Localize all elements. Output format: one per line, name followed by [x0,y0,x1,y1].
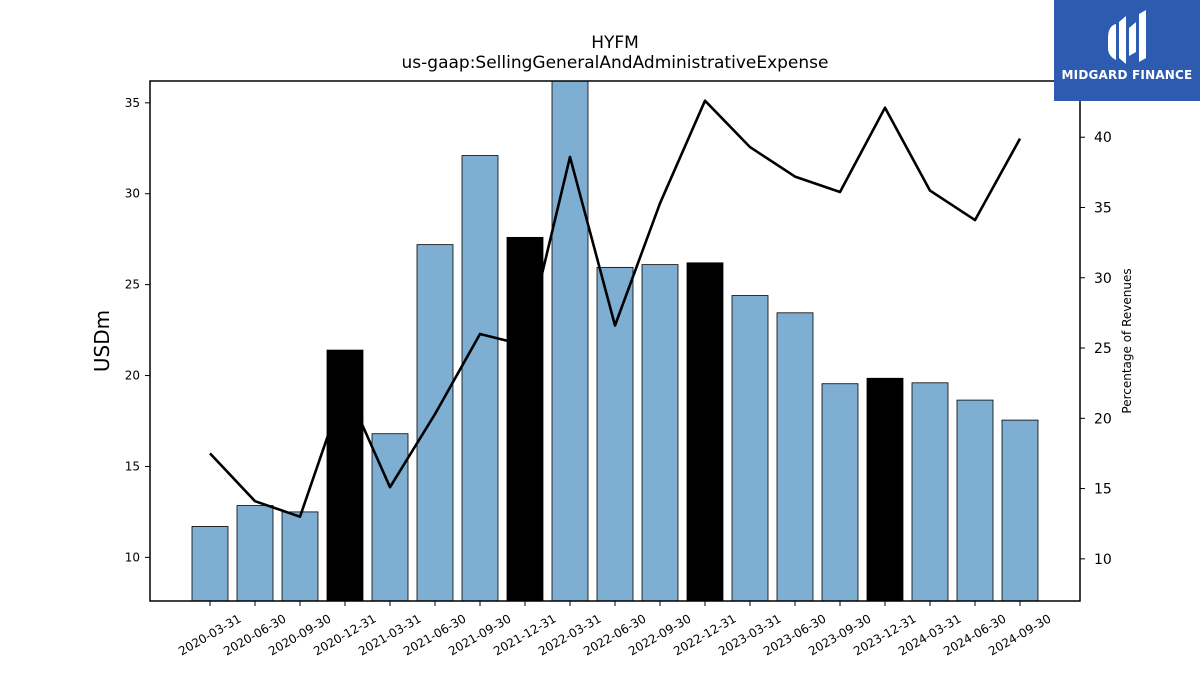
brand-logo: MIDGARD FINANCE [1054,0,1200,101]
y2-tick-label: 20 [1094,411,1112,427]
bar [281,511,319,602]
bar [911,382,949,602]
logo-text: MIDGARD FINANCE [1061,68,1193,82]
bar [776,312,814,602]
bar [956,399,994,602]
y2-tick-label: 40 [1094,130,1112,146]
y2-tick-label: 15 [1094,482,1112,498]
y-tick-label: 15 [125,459,140,473]
y-axis-right: 10 15 20 25 30 35 40 [1080,130,1112,568]
bar [326,349,364,602]
bar-series [191,80,1039,602]
series-line [209,99,1022,519]
bar [866,377,904,602]
bar [461,155,499,602]
y-tick-label: 30 [125,187,140,201]
y-tick-label: 35 [125,96,140,110]
logo-mark-icon [1108,10,1146,64]
y-axis-label: USDm [90,310,114,372]
bar [686,262,724,602]
bar [236,505,274,602]
chart-title: HYFM [591,33,639,53]
y2-axis-label: Percentage of Revenues [1120,268,1134,413]
bar [821,383,859,602]
y2-tick-label: 35 [1094,200,1112,216]
x-axis: 2020-03-312020-06-302020-09-302020-12-31… [176,601,1054,658]
bar [731,295,769,602]
bar [641,264,679,602]
y-tick-label: 10 [125,550,140,564]
bar [596,266,634,602]
y-tick-label: 20 [125,369,140,383]
chart-subtitle: us-gaap:SellingGeneralAndAdministrativeE… [402,53,829,73]
y-tick-label: 25 [125,278,140,292]
y2-tick-label: 25 [1094,341,1112,357]
bar [416,244,454,602]
y2-tick-label: 30 [1094,271,1112,287]
y-axis-left: 10 15 20 25 30 35 [125,96,150,564]
line-series [209,99,1022,519]
bar [1001,419,1039,602]
bar [551,80,589,602]
y2-tick-label: 10 [1094,552,1112,568]
bar [191,526,229,602]
